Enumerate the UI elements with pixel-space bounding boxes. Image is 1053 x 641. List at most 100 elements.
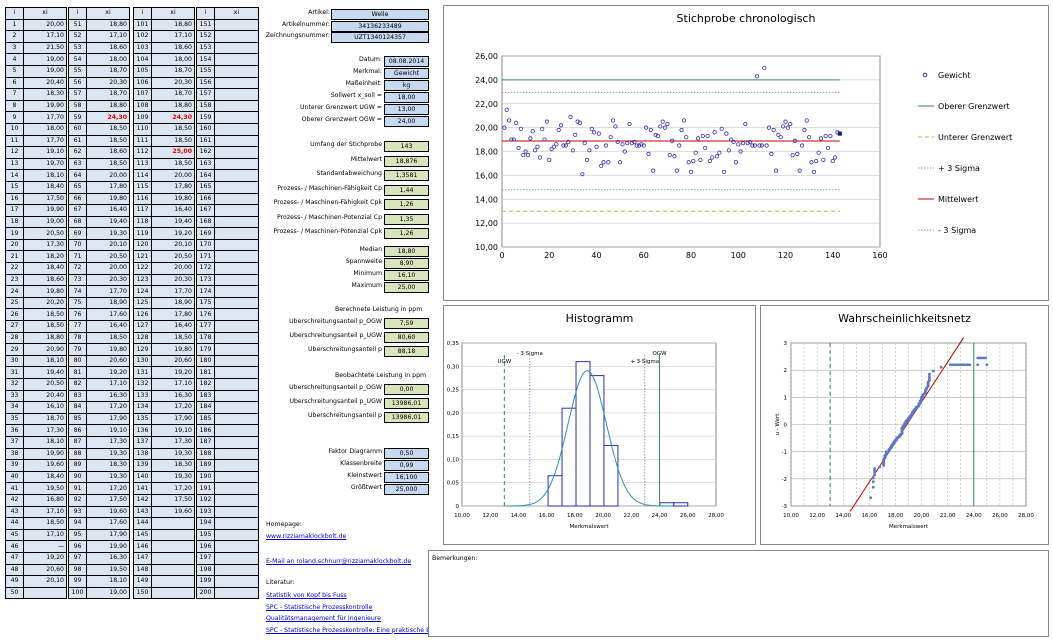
info-value[interactable]: 13986,01 xyxy=(384,398,429,409)
value-cell[interactable]: 18,10 xyxy=(86,575,130,588)
value-cell[interactable] xyxy=(214,250,259,264)
value-cell[interactable]: 17,50 xyxy=(23,192,67,206)
value-cell[interactable] xyxy=(214,146,259,159)
value-cell[interactable]: 17,80 xyxy=(86,180,130,194)
value-cell[interactable]: 20,60 xyxy=(86,354,130,368)
value-cell[interactable]: 18,90 xyxy=(151,296,195,310)
info-value[interactable]: 18,00 xyxy=(384,92,429,103)
value-cell[interactable] xyxy=(214,505,259,519)
value-cell[interactable]: 16,40 xyxy=(86,320,130,333)
value-cell[interactable] xyxy=(214,447,259,461)
value-cell[interactable]: 20,40 xyxy=(23,389,67,403)
value-cell[interactable]: 17,10 xyxy=(23,505,67,519)
value-cell[interactable]: 16,40 xyxy=(151,320,195,333)
value-cell[interactable]: 16,30 xyxy=(86,389,130,403)
value-cell[interactable] xyxy=(214,122,259,136)
value-cell[interactable]: 19,40 xyxy=(86,215,130,229)
value-cell[interactable]: 18,30 xyxy=(151,459,195,472)
value-cell[interactable]: 18,70 xyxy=(151,88,195,101)
value-cell[interactable]: 18,50 xyxy=(86,331,130,345)
value-cell[interactable]: 18,50 xyxy=(86,157,130,171)
value-cell[interactable]: 17,60 xyxy=(86,308,130,322)
value-cell[interactable]: 20,50 xyxy=(23,227,67,240)
value-cell[interactable]: 17,20 xyxy=(151,482,195,495)
value-cell[interactable]: 16,40 xyxy=(86,204,130,217)
info-value[interactable]: 0,50 xyxy=(384,448,429,459)
info-value[interactable]: 25,00 xyxy=(384,282,429,293)
value-cell[interactable]: 16,30 xyxy=(86,551,130,565)
value-cell[interactable] xyxy=(214,482,259,495)
value-cell[interactable]: 19,80 xyxy=(151,192,195,206)
value-cell[interactable]: 20,90 xyxy=(23,343,67,356)
value-cell[interactable]: 17,60 xyxy=(86,517,130,530)
value-cell[interactable] xyxy=(214,575,259,588)
value-cell[interactable]: 17,90 xyxy=(151,412,195,426)
value-cell[interactable] xyxy=(23,586,67,600)
value-cell[interactable] xyxy=(151,586,195,600)
value-cell[interactable]: 20,00 xyxy=(151,169,195,182)
value-cell[interactable] xyxy=(151,575,195,588)
value-cell[interactable] xyxy=(214,53,259,66)
value-cell[interactable]: 17,10 xyxy=(86,30,130,43)
value-cell[interactable] xyxy=(214,157,259,171)
info-value[interactable]: 08.08.2014 xyxy=(384,56,429,67)
value-cell[interactable]: 18,40 xyxy=(23,180,67,194)
info-value[interactable]: 16,100 xyxy=(384,472,429,483)
value-cell[interactable] xyxy=(214,134,259,148)
value-cell[interactable]: 19,90 xyxy=(23,99,67,113)
value-cell[interactable]: 19,90 xyxy=(86,540,130,553)
value-cell[interactable] xyxy=(214,76,259,90)
literature-link[interactable]: Statistik von Kopf bis Fuss xyxy=(266,592,347,599)
value-cell[interactable]: 24,30 xyxy=(151,111,195,124)
value-cell[interactable] xyxy=(214,64,259,78)
value-cell[interactable]: 18,40 xyxy=(23,470,67,484)
info-value[interactable]: 80,60 xyxy=(384,332,429,343)
value-cell[interactable]: 17,30 xyxy=(23,424,67,437)
value-cell[interactable]: 17,30 xyxy=(151,435,195,449)
value-cell[interactable] xyxy=(214,459,259,472)
literature-link[interactable]: SPC - Statistische Prozesskontrolle xyxy=(266,603,373,611)
value-cell[interactable]: 19,20 xyxy=(151,366,195,379)
value-cell[interactable] xyxy=(214,540,259,553)
info-value[interactable]: 0,99 xyxy=(384,460,429,471)
value-cell[interactable]: 18,60 xyxy=(151,41,195,55)
value-cell[interactable]: 18,70 xyxy=(86,64,130,78)
value-cell[interactable]: 24,30 xyxy=(86,111,130,124)
info-value[interactable]: 24,00 xyxy=(384,116,429,127)
value-cell[interactable] xyxy=(214,320,259,333)
value-cell[interactable] xyxy=(214,343,259,356)
value-cell[interactable] xyxy=(214,366,259,379)
value-cell[interactable] xyxy=(214,215,259,229)
value-cell[interactable]: 20,10 xyxy=(23,575,67,588)
value-cell[interactable]: 19,70 xyxy=(23,157,67,171)
value-cell[interactable]: 19,20 xyxy=(86,366,130,379)
remarks-box[interactable] xyxy=(428,550,1049,637)
value-cell[interactable]: 18,00 xyxy=(151,53,195,66)
value-cell[interactable]: 18,80 xyxy=(86,18,130,32)
value-cell[interactable]: 17,70 xyxy=(23,111,67,124)
value-cell[interactable]: 17,70 xyxy=(86,285,130,298)
value-cell[interactable]: 20,50 xyxy=(151,250,195,264)
value-cell[interactable]: 20,30 xyxy=(86,76,130,90)
value-cell[interactable]: 20,00 xyxy=(151,262,195,275)
value-cell[interactable]: 18,50 xyxy=(151,331,195,345)
value-cell[interactable]: 16,10 xyxy=(23,401,67,414)
value-cell[interactable]: 19,20 xyxy=(23,551,67,565)
value-cell[interactable]: 17,10 xyxy=(23,528,67,542)
value-cell[interactable]: 20,30 xyxy=(86,273,130,287)
value-cell[interactable] xyxy=(214,204,259,217)
value-cell[interactable]: 21,50 xyxy=(23,41,67,55)
value-cell[interactable]: 19,30 xyxy=(86,470,130,484)
value-cell[interactable]: 19,10 xyxy=(23,146,67,159)
value-cell[interactable] xyxy=(214,308,259,322)
info-value[interactable]: 13986,01 xyxy=(384,412,429,423)
value-cell[interactable] xyxy=(214,389,259,403)
info-value[interactable]: 7,59 xyxy=(384,318,429,329)
value-cell[interactable]: 17,80 xyxy=(151,308,195,322)
value-cell[interactable]: 20,50 xyxy=(86,250,130,264)
value-cell[interactable]: 17,20 xyxy=(151,401,195,414)
value-cell[interactable]: 20,00 xyxy=(23,18,67,32)
value-cell[interactable]: 18,80 xyxy=(151,99,195,113)
value-cell[interactable]: 19,00 xyxy=(86,586,130,600)
value-cell[interactable]: 18,00 xyxy=(23,122,67,136)
